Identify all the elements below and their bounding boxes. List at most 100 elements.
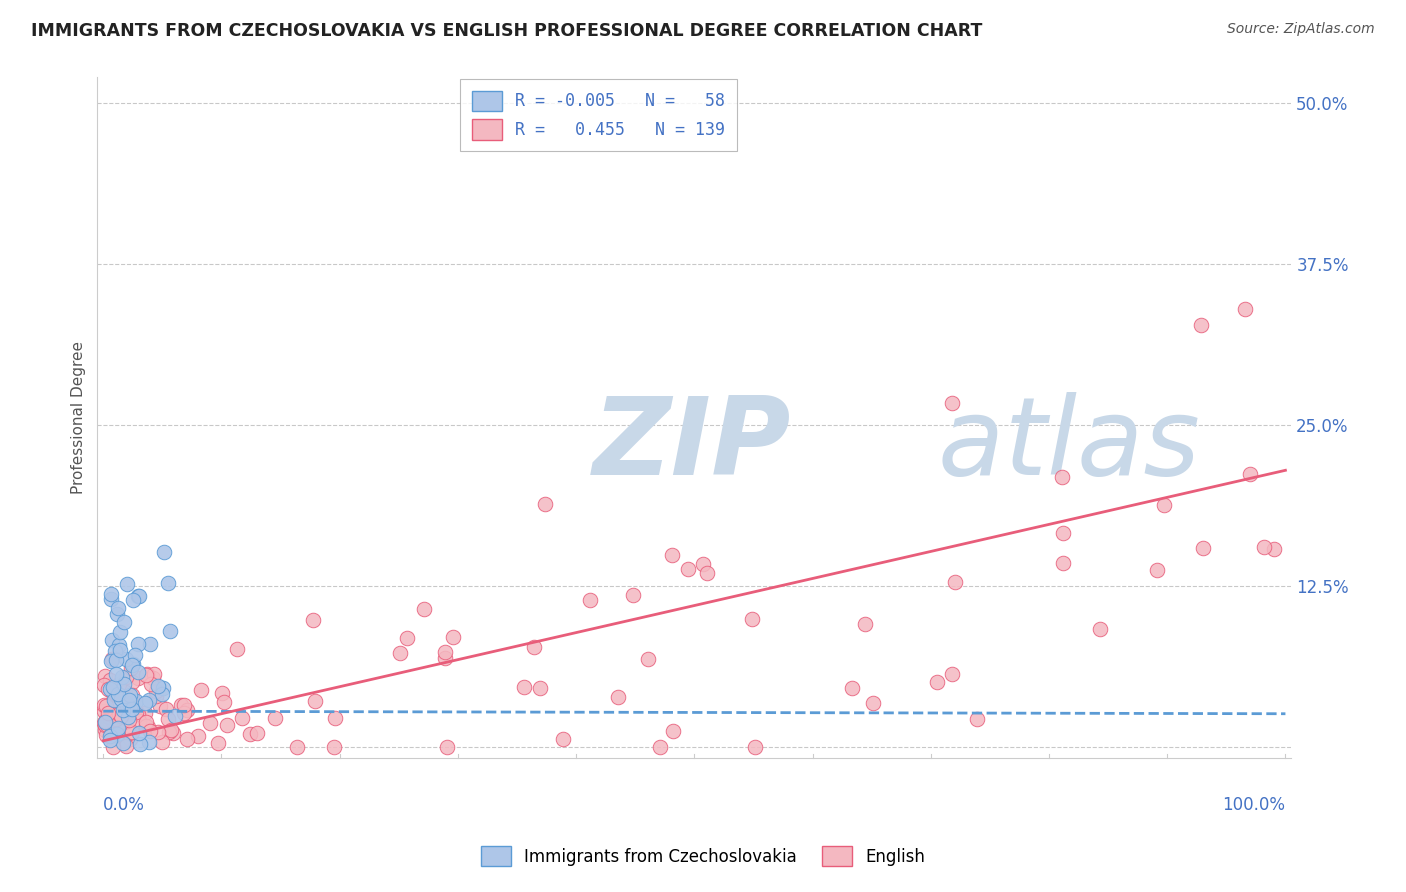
- Point: [107, 687, 129, 701]
- Point: [127, 637, 149, 651]
- Point: [142, 671, 165, 685]
- Point: [841, 681, 863, 695]
- Point: [433, 651, 456, 665]
- Point: [110, 692, 132, 706]
- Point: [441, 630, 464, 644]
- Point: [124, 694, 146, 708]
- Point: [436, 740, 458, 755]
- Point: [104, 712, 127, 726]
- Point: [136, 667, 159, 681]
- Point: [128, 726, 150, 740]
- Point: [246, 726, 269, 740]
- Point: [138, 637, 160, 651]
- Point: [862, 697, 884, 711]
- Point: [160, 723, 183, 738]
- Point: [941, 667, 963, 681]
- Point: [1189, 318, 1212, 332]
- Point: [149, 699, 172, 714]
- Point: [434, 645, 457, 659]
- Point: [606, 690, 628, 705]
- Point: [190, 682, 212, 697]
- Point: [115, 698, 138, 712]
- Point: [105, 688, 128, 702]
- Point: [1052, 525, 1074, 540]
- Point: [121, 702, 143, 716]
- Point: [112, 676, 135, 690]
- Point: [741, 612, 763, 626]
- Point: [211, 686, 233, 700]
- Point: [97, 709, 120, 723]
- Point: [105, 607, 128, 621]
- Point: [162, 726, 184, 740]
- Point: [855, 617, 877, 632]
- Point: [111, 669, 134, 683]
- Point: [302, 613, 325, 627]
- Point: [966, 712, 988, 726]
- Point: [115, 670, 138, 684]
- Point: [101, 727, 124, 741]
- Point: [100, 654, 122, 668]
- Point: [93, 704, 115, 718]
- Point: [127, 672, 149, 686]
- Point: [93, 718, 115, 732]
- Point: [578, 593, 600, 607]
- Point: [127, 665, 149, 680]
- Point: [94, 723, 117, 738]
- Point: [239, 727, 262, 741]
- Point: [104, 666, 127, 681]
- Point: [157, 725, 180, 739]
- Point: [107, 681, 129, 696]
- Point: [101, 680, 124, 694]
- Point: [139, 724, 162, 739]
- Point: [100, 592, 122, 607]
- Point: [523, 640, 546, 655]
- Point: [153, 545, 176, 559]
- Point: [107, 600, 129, 615]
- Point: [118, 732, 141, 747]
- Point: [111, 734, 134, 748]
- Point: [650, 740, 672, 755]
- Point: [98, 673, 121, 688]
- Point: [107, 723, 129, 737]
- Point: [215, 718, 238, 732]
- Point: [110, 689, 132, 703]
- Point: [114, 713, 136, 727]
- Point: [139, 676, 162, 690]
- Point: [118, 692, 141, 706]
- Point: [156, 576, 179, 591]
- Point: [1253, 541, 1275, 555]
- Point: [925, 675, 948, 690]
- Point: [155, 702, 177, 716]
- Point: [529, 681, 551, 695]
- Point: [214, 695, 236, 709]
- Point: [943, 574, 966, 589]
- Point: [103, 707, 125, 722]
- Point: [115, 652, 138, 666]
- Point: [112, 736, 135, 750]
- Point: [623, 588, 645, 602]
- Point: [662, 723, 685, 738]
- Point: [108, 696, 131, 710]
- Point: [101, 740, 124, 755]
- Point: [121, 675, 143, 690]
- Point: [100, 652, 122, 666]
- Point: [118, 688, 141, 702]
- Point: [231, 711, 253, 725]
- Point: [1146, 563, 1168, 577]
- Point: [121, 696, 143, 710]
- Point: [176, 703, 198, 717]
- Point: [104, 644, 127, 658]
- Point: [93, 698, 115, 713]
- Point: [118, 726, 141, 740]
- Legend: R = -0.005   N =   58, R =   0.455   N = 139: R = -0.005 N = 58, R = 0.455 N = 139: [461, 79, 737, 152]
- Point: [124, 648, 146, 662]
- Point: [150, 687, 173, 701]
- Point: [744, 740, 766, 755]
- Point: [107, 676, 129, 690]
- Point: [107, 721, 129, 735]
- Point: [138, 735, 160, 749]
- Point: [389, 646, 412, 660]
- Point: [127, 589, 149, 603]
- Point: [128, 589, 150, 603]
- Point: [100, 727, 122, 741]
